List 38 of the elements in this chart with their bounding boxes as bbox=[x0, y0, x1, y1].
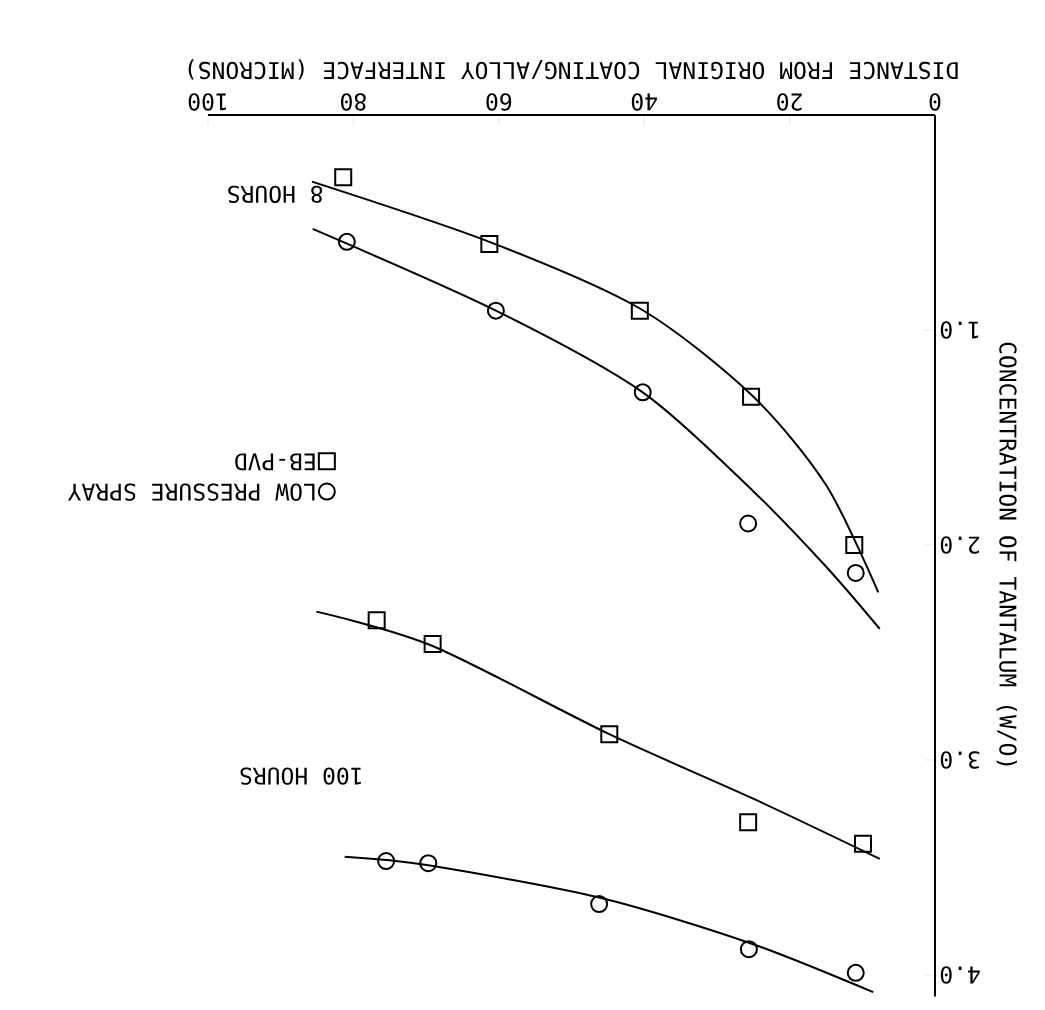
point bbox=[633, 383, 652, 402]
point bbox=[845, 536, 864, 554]
point bbox=[846, 963, 865, 982]
point bbox=[742, 387, 761, 406]
point bbox=[419, 854, 438, 873]
y-tick-label: 3.0 bbox=[940, 751, 980, 769]
point bbox=[334, 168, 353, 187]
point bbox=[367, 611, 386, 630]
y-tick-label: 4.0 bbox=[940, 966, 980, 984]
x-tick-label: 0 bbox=[929, 93, 941, 111]
point bbox=[590, 895, 609, 914]
point bbox=[739, 514, 758, 533]
x-tick-label: 80 bbox=[341, 93, 366, 111]
point bbox=[486, 301, 505, 320]
point bbox=[337, 232, 356, 251]
point bbox=[377, 852, 396, 871]
point bbox=[846, 563, 865, 582]
line-series bbox=[315, 610, 881, 860]
x-tick-label: 60 bbox=[486, 93, 512, 111]
annotation: 100 HOURS bbox=[240, 767, 361, 785]
point bbox=[854, 834, 873, 853]
point bbox=[423, 634, 442, 653]
point bbox=[739, 940, 758, 959]
x-axis-title: DISTANCE FROM ORIGINAL COATING/ALLOY INTERFACE (MICRONS) bbox=[188, 59, 958, 80]
y-tick-label: 2.0 bbox=[940, 536, 980, 554]
y-tick-label: 1.0 bbox=[940, 321, 979, 339]
point bbox=[630, 301, 649, 320]
x-tick-label: 20 bbox=[777, 93, 802, 111]
point bbox=[480, 235, 499, 253]
point bbox=[739, 813, 758, 832]
y-axis-title: CONCENTRATION OF TANTALUM (W/O) bbox=[996, 342, 1018, 766]
x-tick-label: 100 bbox=[188, 93, 227, 111]
legend-label: LOW PRESSURE SPRAY bbox=[68, 483, 315, 501]
annotation: 8 HOURS bbox=[228, 185, 323, 204]
legend-label: EB-PVD bbox=[235, 453, 315, 471]
line-series bbox=[343, 855, 875, 994]
point bbox=[600, 725, 619, 744]
x-tick-label: 40 bbox=[631, 93, 657, 111]
